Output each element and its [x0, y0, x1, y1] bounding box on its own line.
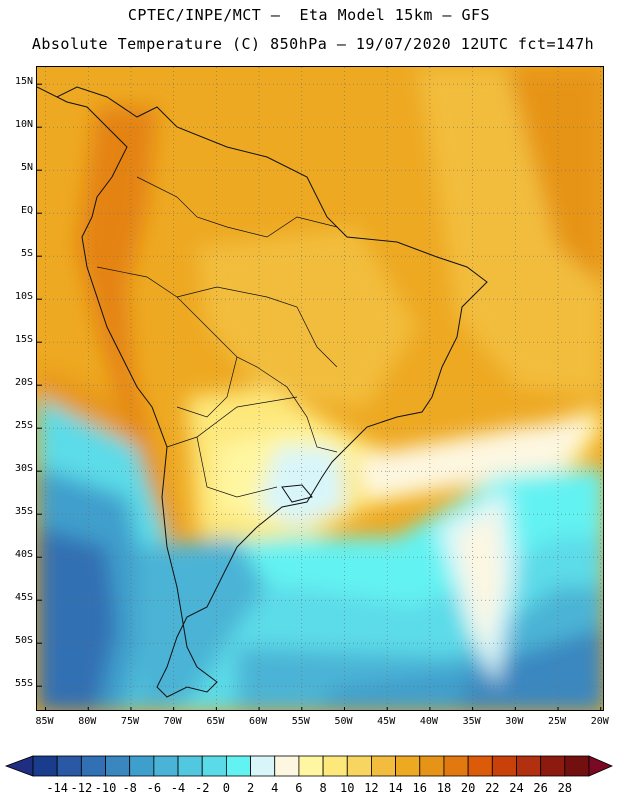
colorbar-label: -8: [122, 781, 137, 795]
colorbar-swatch: [225, 755, 251, 777]
colorbar-swatch: [177, 755, 203, 777]
colorbar-label: 24: [509, 781, 524, 795]
colorbar-swatch: [419, 755, 445, 777]
lat-label: 15S: [14, 334, 33, 346]
colorbar-label: 0: [222, 781, 230, 795]
lon-label: 75W: [120, 716, 139, 727]
lat-label: 10S: [14, 291, 33, 303]
colorbar-swatch: [467, 755, 493, 777]
lat-label: 40S: [14, 549, 33, 561]
colorbar-swatch: [346, 755, 372, 777]
temperature-field: [37, 67, 603, 710]
lon-label: 50W: [334, 716, 353, 727]
lon-label: 85W: [35, 716, 54, 727]
lon-label: 45W: [377, 716, 396, 727]
lon-label: 80W: [78, 716, 97, 727]
lat-label: 45S: [14, 592, 33, 604]
colorbar-swatch: [540, 755, 566, 777]
lon-label: 40W: [419, 716, 438, 727]
lon-label: 35W: [462, 716, 481, 727]
colorbar-label: -4: [170, 781, 186, 795]
colorbar-label: 4: [271, 781, 279, 795]
lon-label: 60W: [249, 716, 268, 727]
colorbar-label: -6: [146, 781, 162, 795]
colorbar-label: 8: [319, 781, 327, 795]
colorbar-swatch: [250, 755, 276, 777]
colorbar-low-arrow: [4, 755, 34, 777]
coastlines: [37, 86, 488, 698]
lat-lon-grid: [37, 67, 603, 710]
lat-label: 10N: [14, 119, 33, 131]
lat-label: 30S: [14, 463, 33, 475]
lat-label: 15N: [14, 76, 33, 88]
colorbar-swatch: [56, 755, 82, 777]
colorbar-label: 16: [412, 781, 427, 795]
lon-label: 70W: [163, 716, 182, 727]
colorbar-label: -14: [46, 781, 69, 795]
colorbar-label: 6: [295, 781, 303, 795]
colorbar-swatch: [443, 755, 469, 777]
lon-label: 30W: [505, 716, 524, 727]
temperature-map: [37, 67, 603, 710]
colorbar-swatch: [322, 755, 348, 777]
colorbar-label: 18: [436, 781, 452, 795]
lon-label: 65W: [206, 716, 225, 727]
colorbar-label: -10: [94, 781, 117, 795]
lat-label: 5S: [20, 248, 33, 260]
colorbar-label: 28: [557, 781, 573, 795]
colorbar-label: 20: [460, 781, 476, 795]
lon-label: 55W: [291, 716, 310, 727]
country-borders: [96, 176, 338, 498]
colorbar-swatch: [80, 755, 106, 777]
lat-label: 35S: [14, 506, 33, 518]
colorbar-label: 2: [246, 781, 255, 795]
colorbar-label: 10: [340, 781, 355, 795]
colorbar-swatch: [201, 755, 227, 777]
title-line-1: CPTEC/INPE/MCT – Eta Model 15km – GFS: [127, 6, 491, 24]
colorbar: [4, 755, 614, 777]
lat-label: 5N: [20, 162, 33, 174]
colorbar-swatch: [371, 755, 397, 777]
lon-label: 25W: [547, 716, 567, 727]
title-line-2: Absolute Temperature (C) 850hPa – 19/07/…: [31, 35, 595, 53]
colorbar-swatch: [395, 755, 421, 777]
lat-label: EQ: [20, 205, 33, 217]
lat-label: 50S: [14, 635, 33, 647]
map-panel: [36, 66, 604, 711]
colorbar-swatch: [105, 755, 131, 777]
colorbar-label: 26: [533, 781, 548, 795]
colorbar-swatch: [32, 755, 58, 777]
axis-ticks: [37, 83, 602, 710]
colorbar-swatch: [129, 755, 155, 777]
lat-label: 25S: [14, 420, 33, 432]
colorbar-swatch: [564, 755, 590, 777]
colorbar-high-arrow: [588, 755, 614, 777]
colorbar-label: 12: [364, 781, 379, 795]
colorbar-swatch: [153, 755, 179, 777]
colorbar-label: 14: [388, 781, 403, 795]
colorbar-swatch: [516, 755, 542, 777]
colorbar-label: 22: [485, 781, 500, 795]
colorbar-swatch: [298, 755, 324, 777]
colorbar-swatch: [274, 755, 300, 777]
colorbar-label: -2: [194, 781, 210, 795]
lat-label: 55S: [14, 678, 33, 690]
colorbar-swatch: [491, 755, 517, 777]
lon-label: 20W: [590, 716, 609, 727]
lat-label: 20S: [14, 377, 33, 389]
colorbar-label: -12: [70, 781, 93, 795]
